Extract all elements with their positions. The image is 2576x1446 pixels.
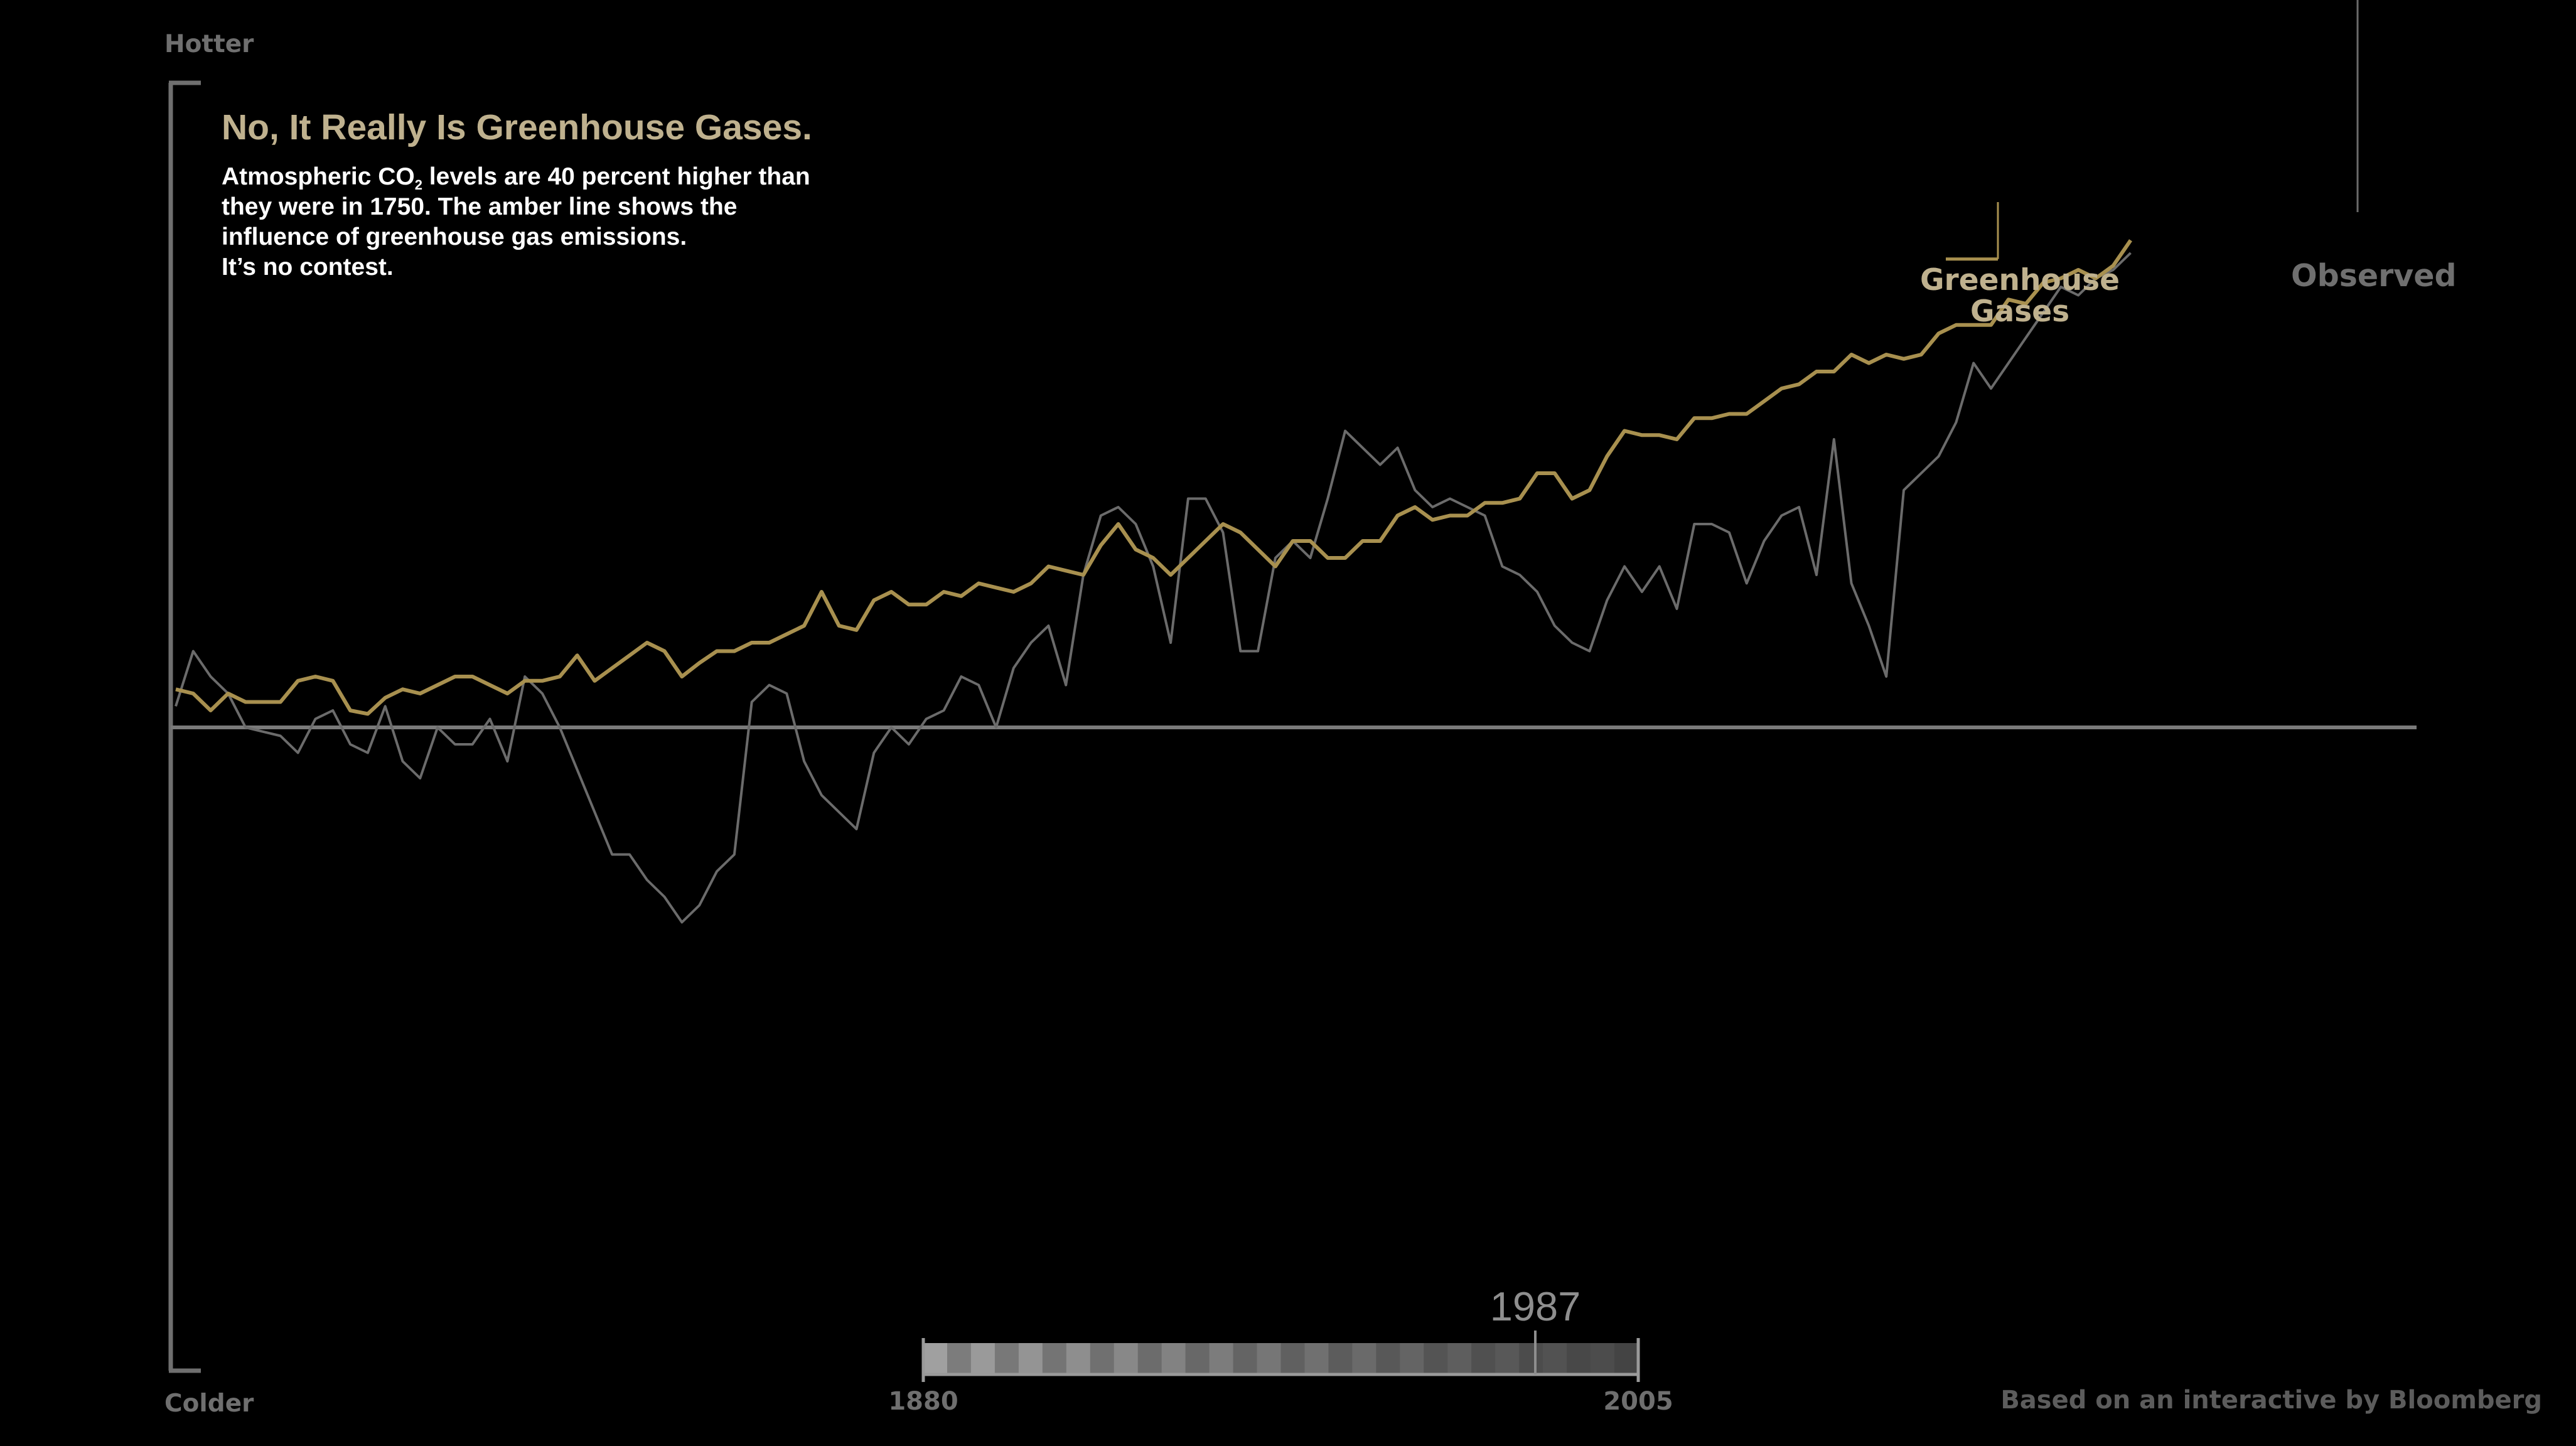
axis-label-hotter: Hotter — [164, 30, 254, 58]
timeline-segment[interactable] — [1161, 1343, 1186, 1374]
timeline-segment[interactable] — [1233, 1343, 1258, 1374]
subtitle-line-2: they were in 1750. The amber line shows … — [222, 193, 738, 220]
timeline-segment[interactable] — [1114, 1343, 1139, 1374]
timeline-segment[interactable] — [1280, 1343, 1306, 1374]
timeline-segment[interactable] — [1447, 1343, 1472, 1374]
series-label-greenhouse-line1: Greenhouse — [1920, 263, 2120, 297]
timeline-segment[interactable] — [1209, 1343, 1234, 1374]
source-credit: Based on an interactive by Bloomberg — [2000, 1386, 2542, 1415]
timeline-segment[interactable] — [1567, 1343, 1591, 1374]
series-layer — [174, 0, 2359, 924]
timeline-segment[interactable] — [1591, 1343, 1615, 1374]
timeline-segment[interactable] — [1471, 1343, 1496, 1374]
chart-subtitle: Atmospheric CO2 levels are 40 percent hi… — [222, 162, 1038, 282]
chart-title: No, It Really Is Greenhouse Gases. — [222, 107, 812, 147]
series-label-greenhouse-line2: Gases — [1970, 294, 2069, 329]
timeline-segment[interactable] — [1376, 1343, 1400, 1374]
co2-subscript: 2 — [414, 177, 422, 193]
series-label-observed: Observed — [2291, 258, 2457, 294]
series-line-greenhouse — [175, 239, 2132, 716]
timeline-segment[interactable] — [1257, 1343, 1282, 1374]
timeline-segment[interactable] — [994, 1343, 1019, 1374]
timeline-segment[interactable] — [970, 1343, 996, 1374]
timeline-segment[interactable] — [1137, 1343, 1162, 1374]
timeline-segment[interactable] — [1185, 1343, 1210, 1374]
timeline-segment[interactable] — [1495, 1343, 1520, 1374]
timeline-segment[interactable] — [1352, 1343, 1377, 1374]
axis-label-colder: Colder — [164, 1390, 254, 1418]
timeline-segment[interactable] — [1066, 1343, 1091, 1374]
timeline-segment[interactable] — [1400, 1343, 1424, 1374]
timeline-segment[interactable] — [1424, 1343, 1448, 1374]
timeline-segment[interactable] — [1328, 1343, 1353, 1374]
timeline-segment[interactable] — [1304, 1343, 1329, 1374]
subtitle-line-3: influence of greenhouse gas emissions. — [222, 223, 687, 250]
title-block: No, It Really Is Greenhouse Gases. Atmos… — [222, 107, 1038, 282]
timeline-segment[interactable] — [947, 1343, 972, 1374]
timeline-segment[interactable] — [1519, 1343, 1543, 1374]
subtitle-line-4: It’s no contest. — [222, 254, 394, 281]
timeline-current-year: 1987 — [1490, 1283, 1581, 1329]
subtitle-line-1: Atmospheric CO2 levels are 40 percent hi… — [222, 163, 810, 193]
timeline-segment[interactable] — [1042, 1343, 1067, 1374]
timeline-scrubber[interactable] — [921, 1331, 1640, 1382]
series-line-observed — [174, 252, 2132, 924]
timeline-segment[interactable] — [923, 1343, 948, 1374]
timeline-segment[interactable] — [1543, 1343, 1567, 1374]
timeline-segment[interactable] — [1018, 1343, 1043, 1374]
timeline-end-label: 2005 — [1603, 1387, 1673, 1416]
timeline-segment[interactable] — [1614, 1343, 1639, 1374]
series-label-greenhouse: Greenhouse Gases — [1920, 263, 2120, 329]
timeline-start-label: 1880 — [888, 1387, 958, 1416]
timeline-segment[interactable] — [1090, 1343, 1115, 1374]
